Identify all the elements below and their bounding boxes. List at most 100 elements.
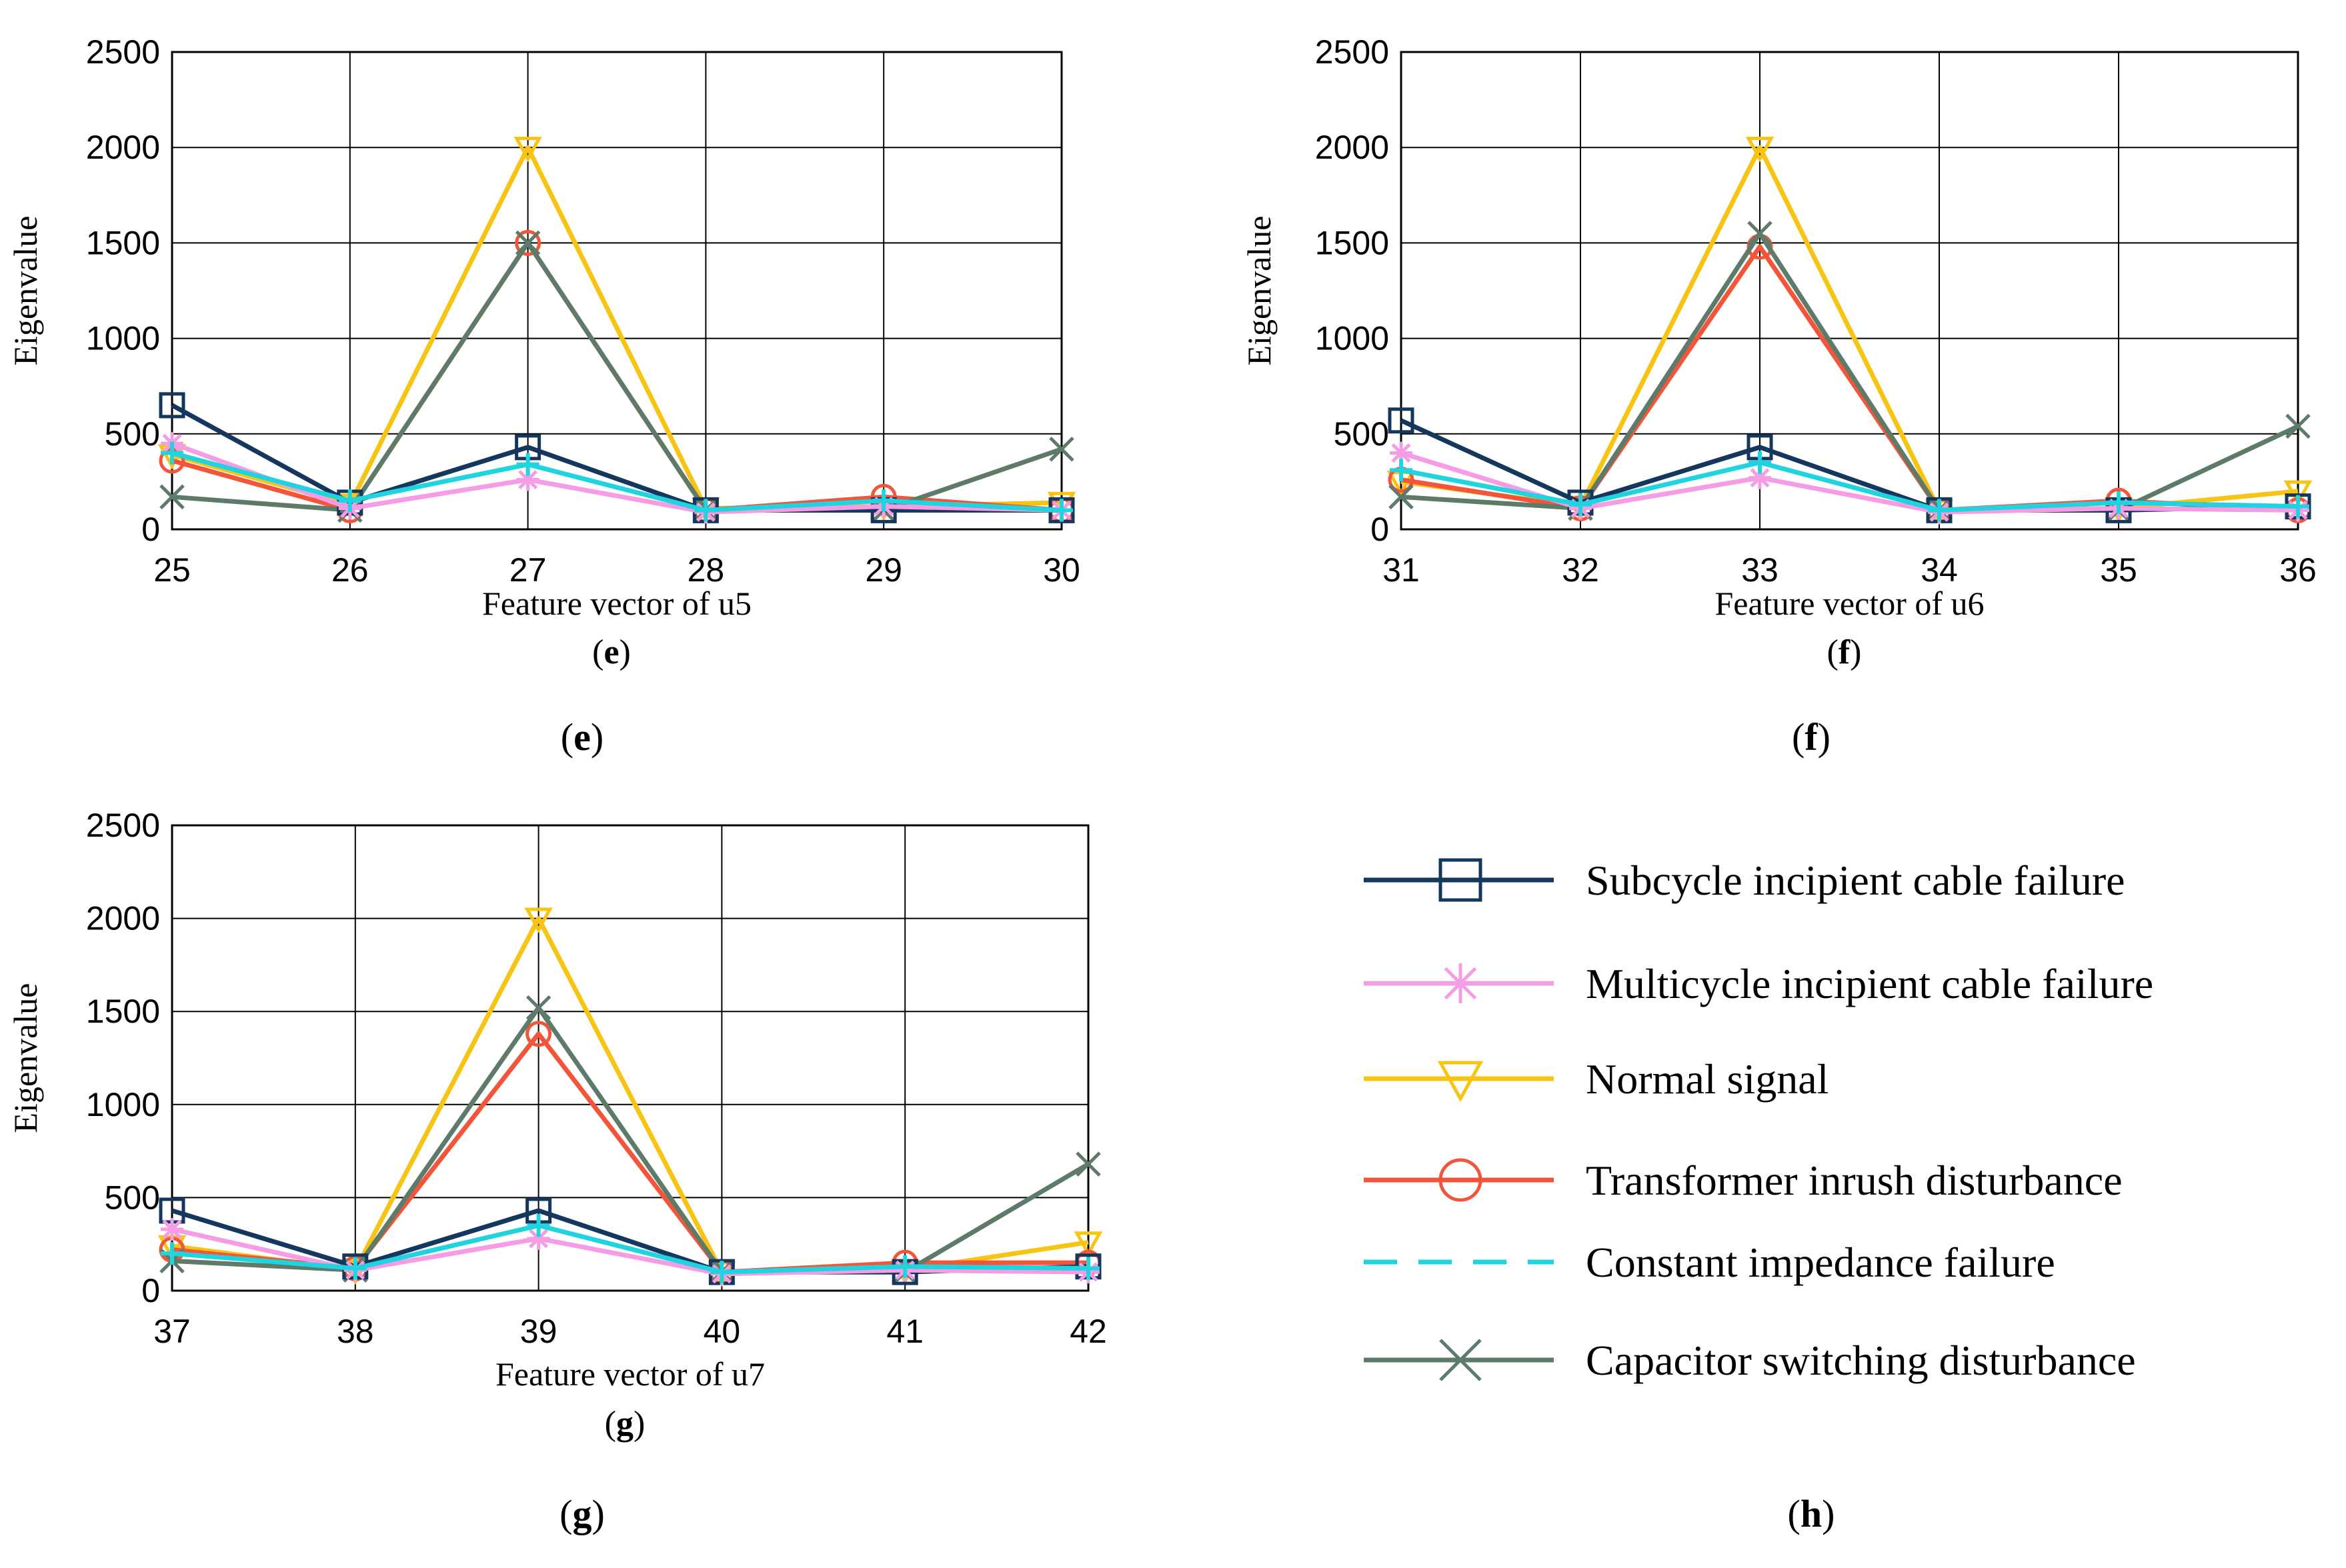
caption-close-paren: ) xyxy=(1850,633,1861,671)
series-line-normal xyxy=(171,916,1089,1275)
data-point-impedance xyxy=(527,1214,550,1237)
y-tick-label: 0 xyxy=(1370,511,1389,548)
x-axis-label: Feature vector of u5 xyxy=(482,585,752,622)
x-tick-label: 26 xyxy=(331,551,369,589)
data-point-impedance xyxy=(1748,451,1771,474)
legend-marker-triangle-down xyxy=(1437,1061,1484,1103)
series-line-capacitor xyxy=(171,1005,1090,1275)
data-point-multicycle xyxy=(527,1227,550,1250)
data-point-normal xyxy=(524,907,553,933)
legend-label: Capacitor switching disturbance xyxy=(1586,1337,2136,1384)
caption-letter: g xyxy=(573,1492,592,1535)
caption-open-paren: ( xyxy=(1792,715,1805,759)
data-point-impedance xyxy=(710,1261,734,1284)
legend-label: Constant impedance failure xyxy=(1586,1239,2055,1286)
y-tick-label: 2500 xyxy=(1315,33,1389,71)
x-tick-label: 38 xyxy=(337,1313,374,1350)
y-axis-label: Eigenvalue xyxy=(7,983,44,1133)
panel-caption-h: (h) xyxy=(1788,1492,1835,1535)
y-tick-label: 2000 xyxy=(86,129,160,166)
legend: Subcycle incipient cable failure Multicyc… xyxy=(1364,857,2153,1535)
x-tick-label: 29 xyxy=(865,551,902,589)
data-point-impedance xyxy=(894,1255,917,1278)
data-point-capacitor xyxy=(2285,413,2311,439)
caption-open-paren: ( xyxy=(561,715,573,759)
data-point-normal xyxy=(2283,480,2313,506)
data-point-impedance xyxy=(516,453,539,476)
caption-letter: g xyxy=(616,1405,634,1443)
caption-letter: f xyxy=(1839,633,1851,671)
legend-item-subcycle: Subcycle incipient cable failure xyxy=(1364,857,2125,904)
data-point-transformer xyxy=(525,1021,552,1047)
panel-caption: (e) xyxy=(561,715,604,759)
data-point-impedance xyxy=(1077,1257,1100,1280)
x-tick-label: 42 xyxy=(1070,1313,1107,1350)
y-tick-label: 0 xyxy=(141,1272,160,1309)
caption-letter: f xyxy=(1805,715,1818,759)
x-tick-label: 30 xyxy=(1043,551,1080,589)
caption-open-paren: ( xyxy=(559,1492,572,1535)
series-line-normal xyxy=(171,145,1062,511)
legend-marker-x xyxy=(1439,1339,1482,1381)
caption-open-paren: ( xyxy=(1827,633,1839,671)
y-axis-label: Eigenvalue xyxy=(1240,216,1278,366)
x-axis-label: Feature vector of u6 xyxy=(1714,585,1984,622)
legend-item-transformer: Transformer inrush disturbance xyxy=(1364,1157,2123,1204)
series-line-transformer xyxy=(171,1031,1088,1275)
x-tick-label: 34 xyxy=(1921,551,1958,589)
data-point-capacitor xyxy=(515,230,541,256)
y-tick-label: 1500 xyxy=(86,224,160,261)
plot-frame xyxy=(1400,51,2299,531)
legend-marker-asterisk xyxy=(1440,963,1480,1003)
data-point-impedance xyxy=(2107,491,2130,514)
caption-open-paren: ( xyxy=(592,633,604,671)
data-point-capacitor xyxy=(525,995,551,1021)
data-point-capacitor xyxy=(1076,1151,1101,1177)
caption-close-paren: ) xyxy=(1818,715,1831,759)
data-point-impedance xyxy=(872,489,896,513)
data-point-normal xyxy=(1074,1231,1103,1257)
data-point-normal xyxy=(513,137,542,163)
legend-item-multicycle: Multicycle incipient cable failure xyxy=(1364,960,2153,1007)
caption-close-paren: ) xyxy=(591,715,604,759)
series-group xyxy=(157,907,1103,1287)
legend-label: Subcycle incipient cable failure xyxy=(1586,857,2125,904)
caption-open-paren: ( xyxy=(1788,1492,1801,1535)
series-line-transformer xyxy=(1400,244,2299,513)
x-tick-label: 36 xyxy=(2279,551,2317,589)
panel-caption: (g) xyxy=(559,1492,605,1535)
data-point-multicycle xyxy=(1390,441,1412,465)
caption-close-paren: ) xyxy=(592,1492,605,1535)
series-group xyxy=(157,137,1076,524)
y-tick-label: 1000 xyxy=(86,320,160,357)
series-line-capacitor xyxy=(1400,231,2299,513)
inner-caption: (f) xyxy=(1827,633,1862,671)
x-tick-label: 31 xyxy=(1382,551,1420,589)
data-point-impedance xyxy=(694,499,718,522)
plot-frame xyxy=(171,51,1063,531)
data-point-multicycle xyxy=(161,1217,183,1241)
legend-label: Multicycle incipient cable failure xyxy=(1586,960,2153,1007)
data-point-impedance xyxy=(1569,493,1592,516)
series-line-normal xyxy=(1400,145,2299,513)
caption-close-paren: ) xyxy=(634,1405,645,1443)
x-tick-label: 25 xyxy=(153,551,191,589)
data-point-impedance xyxy=(338,489,361,513)
data-point-transformer xyxy=(515,229,541,256)
series-line-impedance xyxy=(1400,460,2299,513)
series-line-multicycle xyxy=(171,1227,1089,1277)
gridlines xyxy=(172,825,1088,1291)
data-point-subcycle xyxy=(1388,407,1414,434)
data-point-multicycle xyxy=(516,468,539,491)
caption-close-paren: ) xyxy=(620,633,631,671)
caption-letter: h xyxy=(1801,1492,1822,1535)
y-tick-label: 1000 xyxy=(1315,320,1389,357)
legend-marker-square xyxy=(1438,858,1482,902)
y-tick-label: 0 xyxy=(141,511,160,548)
caption-close-paren: ) xyxy=(1822,1492,1835,1535)
legend-item-impedance: Constant impedance failure xyxy=(1364,1239,2055,1286)
x-tick-label: 32 xyxy=(1562,551,1599,589)
x-tick-label: 28 xyxy=(688,551,725,589)
gridlines xyxy=(172,52,1062,529)
data-point-subcycle xyxy=(159,392,185,419)
